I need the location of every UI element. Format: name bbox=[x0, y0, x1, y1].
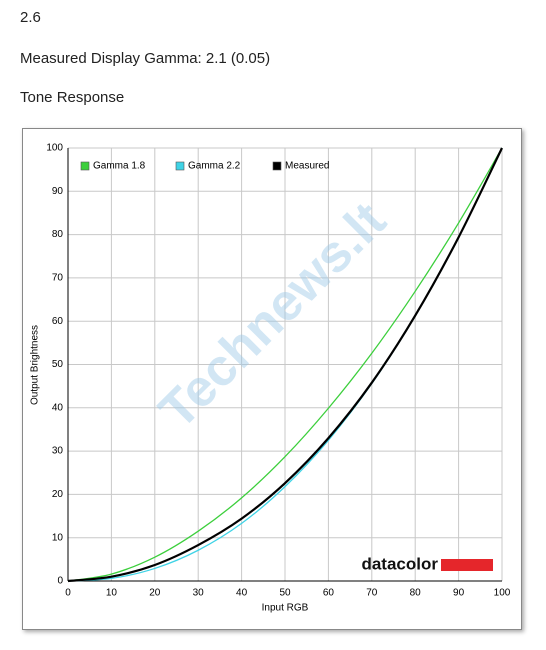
logo: datacolor bbox=[361, 554, 438, 573]
series-line bbox=[67, 147, 503, 583]
y-tick-label: 0 bbox=[57, 576, 63, 587]
y-tick-label: 70 bbox=[52, 273, 64, 284]
legend-swatch bbox=[80, 161, 90, 171]
subtitle: Tone Response bbox=[20, 89, 125, 106]
x-tick-label: 70 bbox=[366, 588, 378, 599]
y-tick-label: 60 bbox=[52, 316, 64, 327]
x-tick-label: 80 bbox=[410, 588, 422, 599]
x-tick-label: 30 bbox=[193, 588, 205, 599]
legend-label: Gamma 2.2 bbox=[188, 161, 241, 172]
y-axis-label: Output Brightness bbox=[30, 325, 41, 405]
logo-bar bbox=[441, 559, 493, 571]
series-line bbox=[67, 147, 503, 582]
y-tick-label: 30 bbox=[52, 446, 64, 457]
legend-swatch bbox=[175, 161, 185, 171]
y-tick-label: 20 bbox=[52, 489, 64, 500]
x-tick-label: 100 bbox=[494, 588, 511, 599]
x-tick-label: 90 bbox=[453, 588, 465, 599]
measurement: Measured Display Gamma: 2.1 (0.05) bbox=[20, 50, 271, 67]
section-number: 2.6 bbox=[20, 9, 41, 26]
x-tick-label: 40 bbox=[236, 588, 248, 599]
legend-swatch bbox=[272, 161, 282, 171]
y-tick-label: 40 bbox=[52, 402, 64, 413]
legend-label: Measured bbox=[285, 161, 329, 172]
x-tick-label: 20 bbox=[149, 588, 161, 599]
y-tick-label: 100 bbox=[46, 143, 63, 154]
y-tick-label: 10 bbox=[52, 532, 64, 543]
y-tick-label: 80 bbox=[52, 229, 64, 240]
x-tick-label: 50 bbox=[279, 588, 291, 599]
y-tick-label: 90 bbox=[52, 186, 64, 197]
legend-label: Gamma 1.8 bbox=[93, 161, 146, 172]
x-tick-label: 0 bbox=[65, 588, 71, 599]
x-tick-label: 60 bbox=[323, 588, 335, 599]
y-tick-label: 50 bbox=[52, 359, 64, 370]
x-axis-label: Input RGB bbox=[262, 603, 309, 614]
x-tick-label: 10 bbox=[106, 588, 118, 599]
